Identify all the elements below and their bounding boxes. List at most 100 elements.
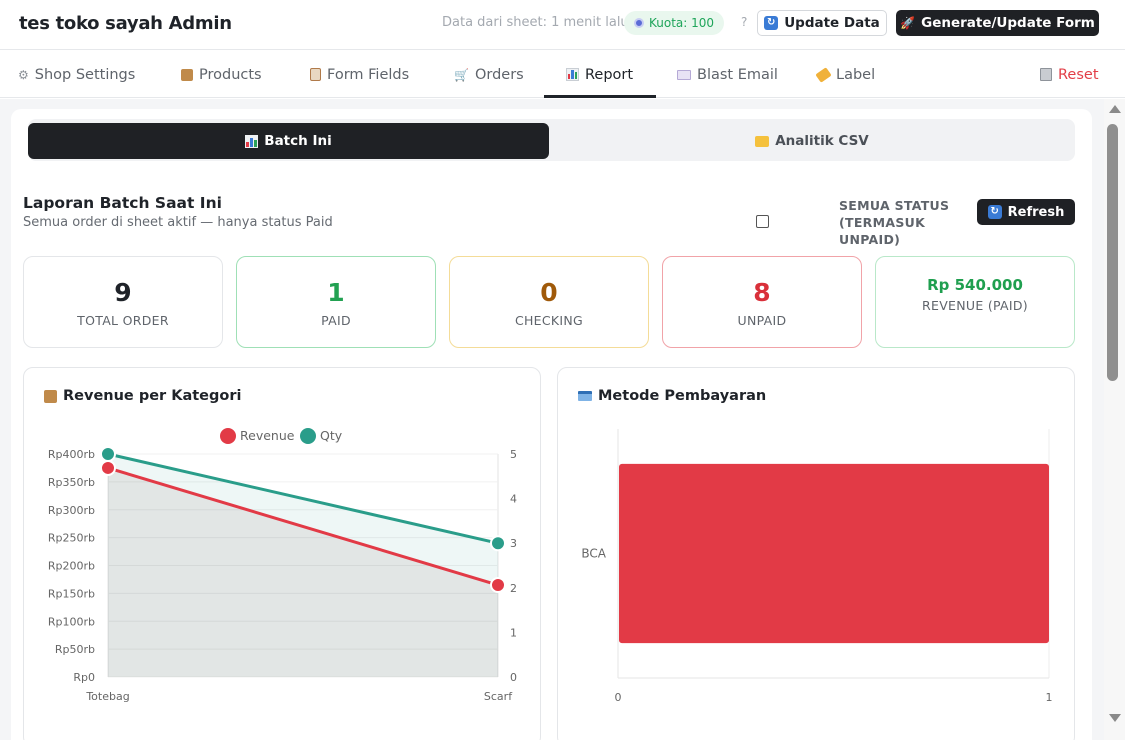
stat-paid: 1 PAID [236,256,436,348]
main-nav: ⚙ Shop Settings Products Form Fields 🛒 O… [0,51,1125,98]
quota-badge: Kuota: 100 [624,11,725,35]
x-tick-label: Totebag [85,690,129,703]
revenue-chart: Rp0 Rp50rb Rp100rb Rp150rb Rp200rb Rp250rb Rp3… [48,428,517,703]
tab-report[interactable]: Report [566,51,633,98]
y-right-tick-label: 0 [510,671,517,684]
report-panel: Batch Ini Analitik CSV Laporan Batch Saa… [11,109,1092,740]
y-left-tick-label: Rp400rb [48,448,95,461]
tab-orders[interactable]: 🛒 Orders [454,51,524,98]
all-status-checkbox[interactable] [756,215,769,228]
y-right-tick-label: 2 [510,582,517,595]
stat-label: TOTAL ORDER [77,313,169,328]
app-title: tes toko sayah Admin [19,13,232,34]
refresh-button[interactable]: ↻ Refresh [977,199,1075,225]
rocket-icon: 🚀 [900,16,916,30]
stat-total-order: 9 TOTAL ORDER [23,256,223,348]
gear-icon: ⚙ [18,67,29,82]
tab-blast-email[interactable]: Blast Email [677,51,778,98]
batch-ini-label: Batch Ini [264,133,332,149]
y-left-tick-label: Rp150rb [48,587,95,600]
x-tick-label: 0 [615,691,622,704]
payment-chart-title: Metode Pembayaran [598,388,767,404]
stat-value: 0 [540,278,558,307]
cart-icon: 🛒 [454,67,469,82]
refresh-label: Refresh [1007,204,1065,220]
x-tick-label: 1 [1046,691,1053,704]
report-subtitle: Semua order di sheet aktif — hanya statu… [23,215,333,230]
clipboard-icon [310,68,321,81]
stat-value: 8 [753,278,771,307]
scroll-down-arrow[interactable] [1109,714,1121,722]
y-left-tick-label: Rp50rb [55,643,95,656]
quota-icon [634,18,644,28]
update-data-button[interactable]: ↻ Update Data [757,10,887,36]
y-category-label: BCA [581,547,606,561]
bar-chart-icon [566,68,579,81]
stat-label: CHECKING [514,313,584,328]
revenue-line [107,466,499,587]
bar-chart-icon [245,134,259,148]
stat-value: 9 [114,278,132,307]
report-title: Laporan Batch Saat Ini [23,194,222,212]
tab-label: Products [199,66,262,83]
stat-unpaid: 8 UNPAID [662,256,862,348]
tab-label: Orders [474,66,524,83]
content-area: Batch Ini Analitik CSV Laporan Batch Saa… [0,99,1104,740]
legend-qty-label: Qty [320,428,343,443]
tab-label: Shop Settings [34,66,136,83]
refresh-icon: ↻ [764,16,779,30]
stat-value: Rp 540.000 [927,276,1023,294]
y-left-tick-label: Rp350rb [48,476,95,489]
report-mode-switch: Batch Ini Analitik CSV [28,119,1075,161]
tab-label: Report [585,66,634,83]
y-left-tick-label: Rp200rb [48,560,95,573]
y-left-tick-label: Rp0 [73,671,95,684]
trash-icon [1040,68,1052,81]
stat-checking: 0 CHECKING [449,256,649,348]
revenue-chart-title-wrap: Revenue per Kategori [44,388,241,404]
stat-label: REVENUE (PAID) [922,298,1028,313]
y-right-tick-label: 5 [510,448,517,461]
y-left-tick-label: Rp100rb [48,615,95,628]
refresh-icon: ↻ [987,205,1002,219]
tab-label: Label [836,66,876,83]
box-icon [181,68,193,81]
x-tick-label: Scarf [484,690,513,703]
stat-value: 1 [327,278,345,307]
mail-icon [677,69,691,80]
scroll-thumb[interactable] [1107,124,1118,381]
box-icon [44,389,57,403]
help-icon[interactable]: ? [741,15,748,29]
payment-chart-title-wrap: Metode Pembayaran [578,388,766,404]
sync-status-text: Data dari sheet: 1 menit lalu [442,15,629,30]
revenue-chart-card: Rp0 Rp50rb Rp100rb Rp150rb Rp200rb Rp250rb Rp3… [23,367,541,740]
vertical-scrollbar[interactable] [1104,99,1125,740]
analitik-csv-button[interactable]: Analitik CSV [549,123,1075,159]
tab-label: Form Fields [327,66,410,83]
payment-bar [619,463,1049,644]
scroll-up-arrow[interactable] [1109,105,1121,113]
reset-button[interactable]: Reset [1040,51,1099,98]
batch-ini-button[interactable]: Batch Ini [28,123,549,159]
legend-revenue-label: Revenue [240,428,295,443]
y-left-tick-label: Rp250rb [48,532,95,545]
payment-chart: 0 1 BCA [581,429,1053,704]
generate-form-button[interactable]: 🚀 Generate/Update Form [896,10,1099,36]
stat-revenue-paid: Rp 540.000 REVENUE (PAID) [875,256,1075,348]
tab-label: Blast Email [697,66,778,83]
tag-icon [815,66,832,83]
stat-label: UNPAID [737,313,787,328]
top-bar: tes toko sayah Admin Data dari sheet: 1 … [0,0,1125,50]
legend-qty-swatch [300,428,316,444]
qty-point [490,535,506,552]
qty-point [100,446,116,462]
revenue-point [490,577,506,594]
folder-icon [755,135,770,147]
revenue-area [108,467,498,677]
qty-line [107,452,499,545]
all-status-label: SEMUA STATUS (TERMASUK UNPAID) [839,198,950,247]
tab-form-fields[interactable]: Form Fields [310,51,409,98]
tab-shop-settings[interactable]: ⚙ Shop Settings [18,51,135,98]
tab-products[interactable]: Products [181,51,262,98]
tab-label-tab[interactable]: Label [815,51,876,98]
